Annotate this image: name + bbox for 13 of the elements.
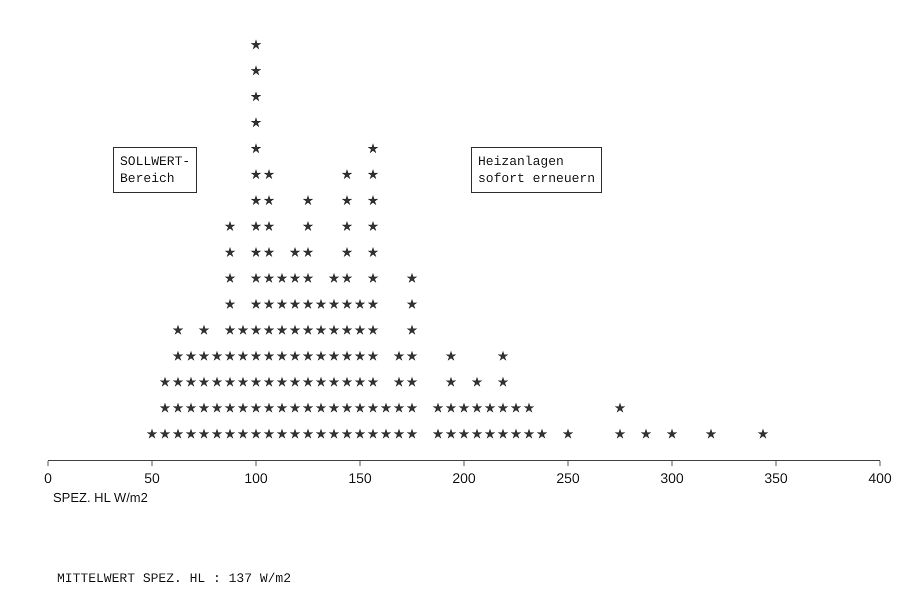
- x-tick-label: 400: [868, 470, 892, 486]
- x-tick-label: 100: [244, 470, 268, 486]
- text: MITTELWERT SPEZ. HL : 137 W/m2: [57, 571, 292, 586]
- annotation: SOLLWERT- Bereich: [120, 154, 190, 186]
- x-tick-label: 200: [452, 470, 476, 486]
- x-tick-label: 300: [660, 470, 684, 486]
- x-tick-label: 250: [556, 470, 580, 486]
- x-tick-label: 150: [348, 470, 372, 486]
- x-axis-title: SPEZ. HL W/m2: [53, 490, 148, 505]
- x-tick-label: 0: [44, 470, 52, 486]
- x-tick-label: 50: [144, 470, 160, 486]
- annotation: Heizanlagen sofort erneuern: [478, 154, 596, 186]
- x-tick-label: 350: [764, 470, 788, 486]
